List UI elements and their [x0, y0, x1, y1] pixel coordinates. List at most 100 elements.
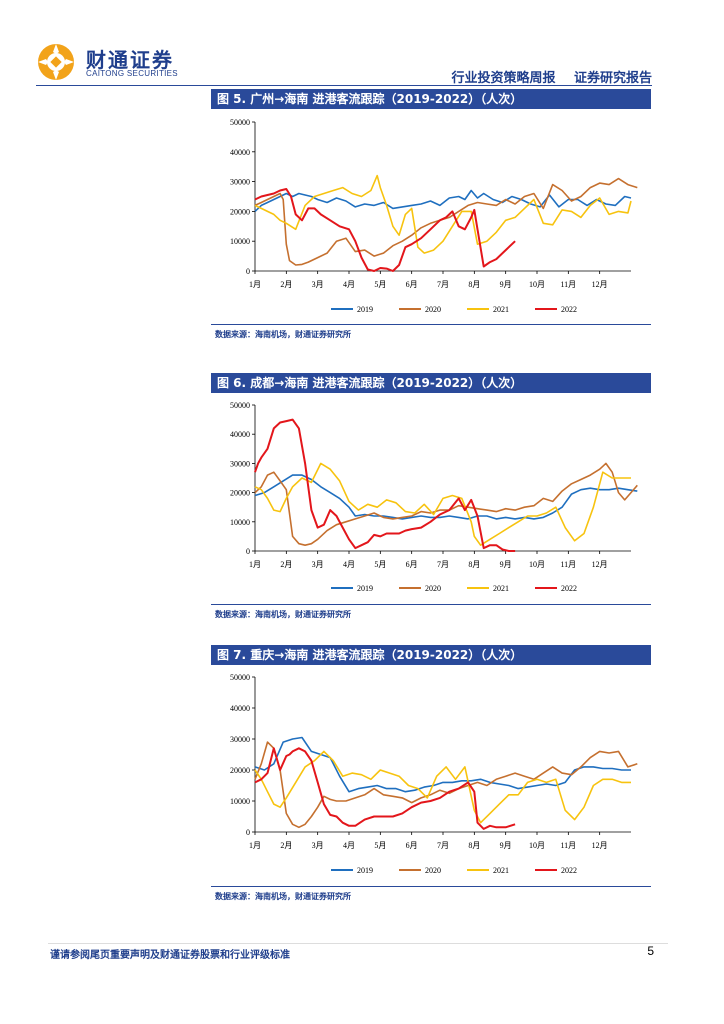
series-line-2020	[254, 177, 638, 266]
x-tick-label: 11月	[560, 841, 576, 850]
report-category: 证券研究报告	[573, 71, 652, 86]
y-tick-label: 0	[246, 828, 250, 837]
x-tick-label: 12月	[592, 841, 608, 850]
footer-disclaimer: 谨请参阅尾页重要声明及财通证券股票和行业评级标准	[50, 950, 290, 961]
x-tick-label: 9月	[500, 280, 512, 289]
x-tick-label: 2月	[280, 560, 292, 569]
figure-5-source: 数据来源：海南机场，财通证券研究所	[215, 330, 351, 339]
series-line-2022	[254, 418, 516, 552]
x-tick-label: 10月	[529, 280, 545, 289]
legend-label-2020: 2020	[425, 584, 441, 593]
x-tick-label: 2月	[280, 841, 292, 850]
x-tick-label: 8月	[468, 560, 480, 569]
x-tick-label: 10月	[529, 841, 545, 850]
y-tick-label: 20000	[230, 766, 250, 775]
figure-6-title: 图 6. 成都→海南 进港客流跟踪（2019-2022）（人次）	[211, 373, 651, 393]
y-tick-label: 50000	[230, 118, 250, 127]
x-tick-label: 4月	[343, 560, 355, 569]
series-line-2019	[254, 736, 631, 793]
y-tick-label: 30000	[230, 735, 250, 744]
figure-7-divider	[211, 886, 651, 887]
x-tick-label: 10月	[529, 560, 545, 569]
x-tick-label: 3月	[312, 560, 324, 569]
series-line-2020	[254, 462, 638, 546]
y-tick-label: 10000	[230, 237, 250, 246]
y-tick-label: 30000	[230, 459, 250, 468]
series-line-2021	[254, 750, 631, 824]
y-tick-label: 40000	[230, 148, 250, 157]
x-tick-label: 1月	[249, 560, 261, 569]
x-tick-label: 9月	[500, 560, 512, 569]
legend-label-2019: 2019	[357, 305, 373, 314]
figure-6-divider	[211, 604, 651, 605]
figure-7-chart: 0 10000 20000 30000 40000 50000 1月 2月 3月 4月 5月 6月 7月…	[230, 673, 638, 875]
legend-label-2019: 2019	[357, 584, 373, 593]
x-tick-label: 12月	[592, 560, 608, 569]
series-line-2020	[254, 741, 638, 829]
y-tick-label: 10000	[230, 797, 250, 806]
y-tick-label: 20000	[230, 489, 250, 498]
x-tick-label: 8月	[468, 280, 480, 289]
figure-7-title: 图 7. 重庆→海南 进港客流跟踪（2019-2022）（人次）	[211, 645, 651, 665]
legend-label-2021: 2021	[493, 584, 509, 593]
x-tick-label: 4月	[343, 841, 355, 850]
x-tick-label: 2月	[280, 280, 292, 289]
y-tick-label: 50000	[230, 673, 250, 682]
y-tick-label: 40000	[230, 430, 250, 439]
series-line-2022	[254, 747, 516, 830]
legend-label-2022: 2022	[561, 584, 577, 593]
legend-label-2021: 2021	[493, 866, 509, 875]
header-divider	[36, 85, 652, 86]
y-tick-label: 0	[246, 267, 250, 276]
y-tick-label: 10000	[230, 518, 250, 527]
y-tick-label: 40000	[230, 704, 250, 713]
figure-5-chart: 0 10000 20000 30000 40000 50000 1月 2月 3月 4月 5月 6月 7月…	[230, 118, 638, 314]
x-tick-label: 3月	[312, 280, 324, 289]
y-tick-label: 0	[246, 547, 250, 556]
series-line-2021	[254, 174, 632, 254]
x-tick-label: 1月	[249, 841, 261, 850]
report-type: 行业投资策略周报	[451, 71, 556, 86]
series-line-2019	[254, 189, 632, 212]
x-tick-label: 6月	[406, 841, 418, 850]
x-tick-label: 11月	[560, 560, 576, 569]
figure-6-chart: 0 10000 20000 30000 40000 50000 1月 2月 3月 4月 5月 6月 7月…	[230, 401, 638, 593]
series-line-2021	[254, 462, 631, 546]
figure-5-divider	[211, 324, 651, 325]
x-tick-label: 5月	[374, 841, 386, 850]
series-line-2022	[254, 188, 516, 272]
footer-divider	[48, 943, 668, 944]
figure-7-source: 数据来源：海南机场，财通证券研究所	[215, 892, 351, 901]
x-tick-label: 7月	[437, 280, 449, 289]
brand-name-cn: 财通证券	[86, 48, 174, 72]
x-tick-label: 3月	[312, 841, 324, 850]
x-tick-label: 5月	[374, 560, 386, 569]
x-tick-label: 6月	[406, 280, 418, 289]
figure-5-title: 图 5. 广州→海南 进港客流跟踪（2019-2022）（人次）	[211, 89, 651, 109]
x-tick-label: 12月	[592, 280, 608, 289]
x-tick-label: 9月	[500, 841, 512, 850]
x-tick-label: 4月	[343, 280, 355, 289]
legend-label-2020: 2020	[425, 866, 441, 875]
x-tick-label: 7月	[437, 841, 449, 850]
x-tick-label: 11月	[560, 280, 576, 289]
x-tick-label: 5月	[374, 280, 386, 289]
legend-label-2019: 2019	[357, 866, 373, 875]
y-tick-label: 50000	[230, 401, 250, 410]
y-tick-label: 20000	[230, 207, 250, 216]
series-line-2019	[254, 474, 638, 520]
legend-label-2022: 2022	[561, 866, 577, 875]
legend-label-2022: 2022	[561, 305, 577, 314]
x-tick-label: 7月	[437, 560, 449, 569]
x-tick-label: 8月	[468, 841, 480, 850]
x-tick-label: 6月	[406, 560, 418, 569]
x-tick-label: 1月	[249, 280, 261, 289]
report-header: 行业投资策略周报 证券研究报告	[437, 67, 652, 86]
legend-label-2020: 2020	[425, 305, 441, 314]
y-tick-label: 30000	[230, 178, 250, 187]
page-number: 5	[647, 944, 654, 958]
figure-6-source: 数据来源：海南机场，财通证券研究所	[215, 610, 351, 619]
brand-name-en: CAITONG SECURITIES	[86, 69, 178, 78]
caitong-logo	[38, 44, 74, 80]
legend-label-2021: 2021	[493, 305, 509, 314]
